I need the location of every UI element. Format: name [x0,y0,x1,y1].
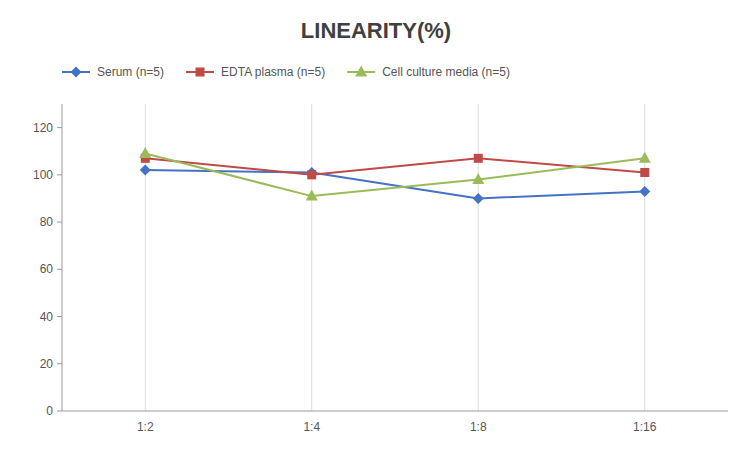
legend-item: EDTA plasma (n=5) [186,65,325,79]
legend-label: Cell culture media (n=5) [382,65,510,79]
x-tick-label: 1:16 [633,420,657,434]
axes: 0 20 40 60 80 100 120 1:2 1:4 1:8 1:16 [33,104,728,434]
legend-item: Cell culture media (n=5) [347,65,510,79]
y-tick-label: 60 [40,262,54,276]
legend: Serum (n=5) EDTA plasma (n=5) Cell culture… [62,65,510,79]
y-tick-label: 100 [33,168,53,182]
y-tick [57,363,62,364]
series-line [145,170,645,198]
plot-data [139,147,651,204]
y-tick [57,174,62,175]
point [639,186,650,197]
legend-item: Serum (n=5) [62,65,164,79]
legend-label: EDTA plasma (n=5) [221,65,325,79]
x-tick-label: 1:4 [303,420,320,434]
y-tick [57,269,62,270]
grid-line-x [311,104,312,411]
y-axis-line [62,104,63,411]
y-tick [57,316,62,317]
x-axis-line [62,411,728,412]
grid [145,104,645,411]
chart-title: LINEARITY(%) [301,18,451,43]
legend-swatch-marker [355,66,367,77]
chart-svg: LINEARITY(%) 0 20 40 60 80 100 120 1:2 1:4 1:8 1:16… [0,0,752,451]
chart-container: LINEARITY(%) 0 20 40 60 80 100 120 1:2 1:4 1:8 1:16… [0,0,752,451]
y-tick [57,222,62,223]
point [306,190,318,201]
y-tick [57,411,62,412]
point [472,173,484,184]
series [139,147,651,201]
point [639,152,651,163]
y-tick-label: 80 [40,215,54,229]
legend-label: Serum (n=5) [97,65,164,79]
legend-swatch-marker [71,67,82,78]
series-line [145,154,645,197]
point [474,154,483,163]
grid-line-x [478,104,479,411]
y-tick-label: 40 [40,310,54,324]
legend-swatch-marker [196,68,205,77]
x-tick-label: 1:8 [470,420,487,434]
x-tick-label: 1:2 [137,420,154,434]
point [473,193,484,204]
grid-line-x [644,104,645,411]
point [140,165,151,176]
y-tick-label: 20 [40,357,54,371]
series [140,165,651,204]
y-tick-label: 120 [33,121,53,135]
point [307,170,316,179]
y-tick [57,127,62,128]
y-tick-label: 0 [46,404,53,418]
point [640,168,649,177]
point [139,147,151,158]
